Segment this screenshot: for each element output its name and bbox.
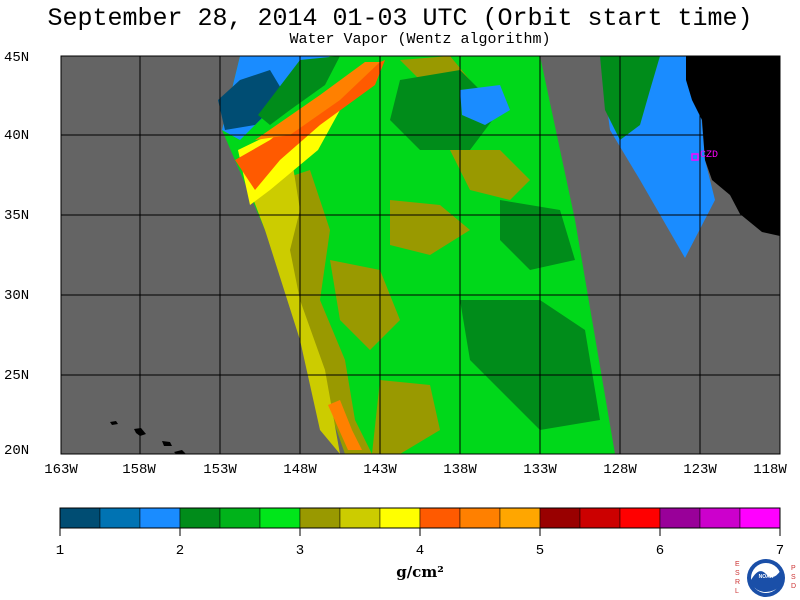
lon-label-123w: 123W	[683, 462, 717, 478]
station-marker: CZD	[691, 150, 718, 161]
lat-label-20n: 20N	[4, 443, 30, 459]
lat-label-30n: 30N	[4, 288, 30, 304]
island-4	[174, 450, 186, 454]
colorbar-label-3: 3	[295, 543, 305, 559]
station-label: CZD	[700, 150, 718, 161]
colorbar-swatch	[339, 507, 381, 529]
colorbar-swatch	[379, 507, 421, 529]
swath-orange-southwest	[328, 400, 362, 450]
swath-darkgreen-interior-2	[460, 300, 600, 430]
colorbar-swatch	[739, 507, 781, 529]
colorbar	[59, 507, 781, 536]
lon-label-138w: 138W	[443, 462, 477, 478]
coastal-swath	[600, 56, 715, 258]
logo-letter-r: R	[735, 579, 740, 586]
colorbar-swatch	[219, 507, 261, 529]
logo-letter-l: L	[735, 588, 739, 595]
colorbar-swatch	[419, 507, 461, 529]
island-3	[162, 441, 172, 446]
lat-label-40n: 40N	[4, 128, 30, 144]
map-grid	[61, 56, 780, 454]
colorbar-label-5: 5	[535, 543, 545, 559]
swath-yellow-bright	[238, 110, 340, 205]
island-1	[110, 421, 118, 425]
colorbar-label-4: 4	[415, 543, 425, 559]
colorbar-swatch	[659, 507, 701, 529]
lat-label-25n: 25N	[4, 368, 30, 384]
lon-label-128w: 128W	[603, 462, 637, 478]
lon-label-143w: 143W	[363, 462, 397, 478]
swath-green-northwest	[258, 56, 340, 125]
noaa-esrl-psd-logo: E S R L P S D NOAA	[735, 559, 796, 597]
lon-label-148w: 148W	[283, 462, 317, 478]
logo-letter-d: D	[791, 583, 796, 590]
swath-olive-interior-3	[330, 260, 400, 350]
swath-darkblue-northwest	[218, 70, 285, 130]
swath-darkgreen-interior-3	[500, 200, 575, 270]
logo-noaa-text: NOAA	[759, 574, 774, 580]
colorbar-swatch	[59, 507, 101, 529]
lon-label-158w: 158W	[122, 462, 156, 478]
swath-olive-interior-2	[450, 150, 530, 200]
colorbar-label-2: 2	[175, 543, 185, 559]
logo-letter-s: S	[735, 570, 740, 577]
swath-orange-light	[255, 62, 380, 140]
colorbar-swatch	[179, 507, 221, 529]
land-north-america	[686, 56, 780, 236]
colorbar-swatch	[299, 507, 341, 529]
colorbar-swatch	[499, 507, 541, 529]
colorbar-swatch	[699, 507, 741, 529]
colorbar-swatch	[579, 507, 621, 529]
lon-label-133w: 133W	[523, 462, 557, 478]
colorbar-swatch	[539, 507, 581, 529]
swath-yellow-band	[244, 160, 340, 454]
page-subtitle: Water Vapor (Wentz algorithm)	[289, 31, 551, 48]
colorbar-swatch	[459, 507, 501, 529]
colorbar-units: g/cm²	[396, 563, 444, 581]
colorbar-swatch	[619, 507, 661, 529]
station-icon	[691, 153, 699, 161]
satellite-swath	[218, 56, 615, 454]
coastal-swath-green	[600, 56, 660, 140]
swath-olive-interior-4	[372, 380, 440, 454]
lon-label-118w: 118W	[753, 462, 787, 478]
map-frame	[60, 55, 781, 455]
swath-blue-spot	[460, 85, 510, 125]
lon-label-153w: 153W	[203, 462, 237, 478]
colorbar-swatch	[259, 507, 301, 529]
logo-letter-p: P	[791, 565, 796, 572]
colorbar-swatch	[99, 507, 141, 529]
colorbar-label-1: 1	[55, 543, 65, 559]
page-title: September 28, 2014 01-03 UTC (Orbit star…	[47, 4, 753, 33]
lon-label-163w: 163W	[44, 462, 78, 478]
colorbar-label-6: 6	[655, 543, 665, 559]
swath-olive-interior-1	[390, 200, 470, 255]
colorbar-label-7: 7	[775, 543, 785, 559]
lat-label-35n: 35N	[4, 208, 30, 224]
colorbar-swatch	[139, 507, 181, 529]
lat-label-45n: 45N	[4, 50, 30, 66]
logo-letter-s2: S	[791, 574, 796, 581]
logo-letter-e: E	[735, 561, 740, 568]
